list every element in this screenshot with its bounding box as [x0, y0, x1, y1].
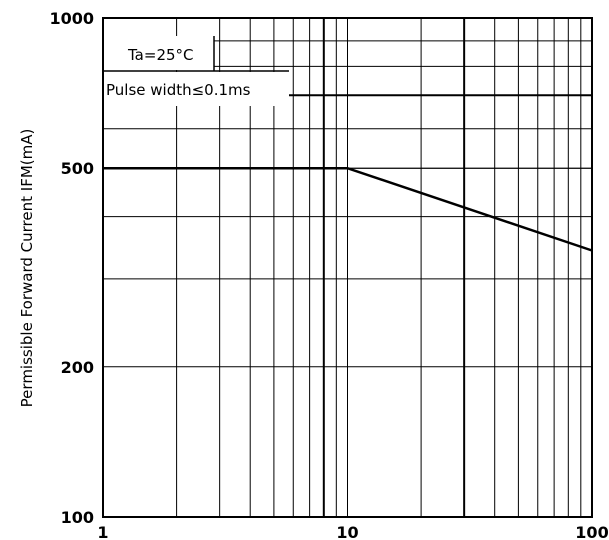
y-tick-label: 500: [61, 159, 94, 178]
y-tick-label: 200: [61, 358, 94, 377]
annotation-pulse-width: Pulse width≤0.1ms: [106, 81, 251, 99]
grid-layer: [102, 17, 593, 518]
annotation-temperature: Ta=25°C: [127, 46, 194, 64]
series-line: [103, 166, 593, 252]
y-tick-label: 1000: [49, 9, 94, 28]
x-tick-label: 1: [97, 523, 108, 540]
y-axis-label: Permissible Forward Current IFM(mA): [18, 129, 36, 408]
x-tick-label: 10: [336, 523, 358, 540]
tick-label-layer: 1 10 100 100 200 500 1000: [49, 9, 608, 540]
y-tick-label: 100: [61, 508, 94, 527]
plot-frame: [102, 17, 593, 518]
series-layer: [103, 166, 593, 252]
annotation-box: Ta=25°C Pulse width≤0.1ms: [103, 36, 289, 106]
x-tick-label: 100: [575, 523, 608, 540]
